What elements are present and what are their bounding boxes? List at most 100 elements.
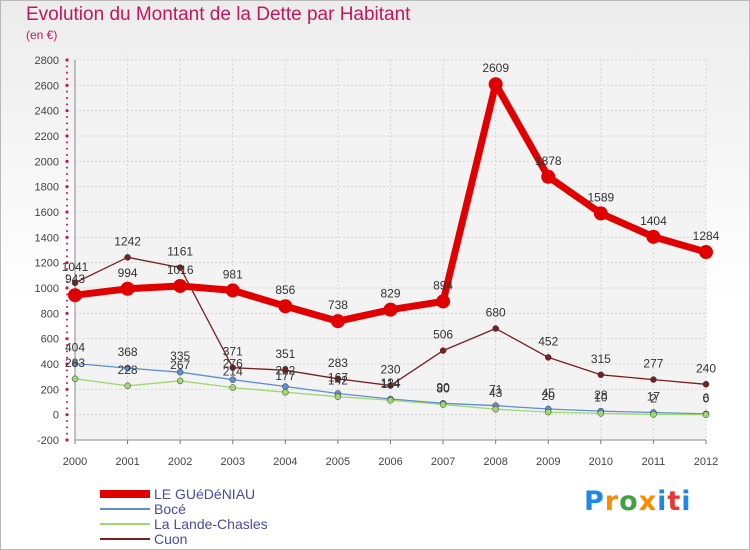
data-label: 222 <box>275 364 295 378</box>
y-minor-dot <box>66 103 68 106</box>
y-tick-label: 1200 <box>35 258 59 270</box>
y-minor-dot <box>66 230 68 232</box>
x-tick-label: 2007 <box>431 456 455 468</box>
y-tick-label: 1000 <box>35 283 59 295</box>
y-tick-label: 0 <box>53 410 59 422</box>
y-minor-dot <box>66 173 68 175</box>
proxiti-logo: Proxiti <box>584 486 692 517</box>
y-tick-dot <box>65 286 69 290</box>
y-minor-dot <box>66 97 68 99</box>
legend-item: Bocé <box>100 501 268 517</box>
data-point <box>597 371 605 379</box>
data-label: 276 <box>223 357 243 371</box>
y-minor-dot <box>66 382 68 384</box>
y-minor-dot <box>66 147 68 150</box>
data-label: 124 <box>380 376 400 390</box>
y-minor-dot <box>66 293 68 296</box>
y-tick-label: 2000 <box>35 156 59 168</box>
y-minor-dot <box>66 78 68 80</box>
data-label: 267 <box>170 358 190 372</box>
data-label: 214 <box>223 365 243 379</box>
data-label: 1404 <box>640 214 667 228</box>
data-point <box>436 294 451 309</box>
y-minor-dot <box>66 299 68 302</box>
y-tick-dot <box>65 413 69 417</box>
data-point <box>702 381 710 388</box>
x-tick-label: 2001 <box>115 456 139 468</box>
data-point <box>492 405 499 413</box>
x-tick-label: 2006 <box>378 456 402 468</box>
data-label: 240 <box>696 361 716 375</box>
data-label: 1589 <box>587 190 614 204</box>
data-label: 43 <box>489 386 503 400</box>
y-tick-dot <box>65 387 69 391</box>
legend-swatch <box>100 522 150 525</box>
y-minor-dot <box>66 407 68 410</box>
y-minor-dot <box>66 242 68 245</box>
logo-letter: t <box>667 486 682 517</box>
y-minor-dot <box>66 401 68 403</box>
y-minor-dot <box>66 71 68 74</box>
data-point <box>545 408 552 416</box>
data-point <box>597 410 605 417</box>
data-label: 114 <box>381 377 400 391</box>
data-point <box>229 364 236 371</box>
data-point <box>71 279 79 287</box>
data-point <box>439 401 447 408</box>
data-point <box>387 382 394 389</box>
y-minor-dot <box>66 280 68 283</box>
data-point <box>334 375 342 383</box>
y-minor-dot <box>66 192 68 194</box>
data-label: 45 <box>542 386 556 400</box>
y-minor-dot <box>66 217 68 220</box>
data-label: 1878 <box>535 154 562 168</box>
y-minor-dot <box>66 325 68 327</box>
data-label: 277 <box>643 357 663 371</box>
data-label: 2 <box>650 391 657 405</box>
y-tick-dot <box>65 159 69 163</box>
y-tick-dot <box>65 362 69 366</box>
y-tick-label: 2200 <box>35 131 59 143</box>
y-minor-dot <box>66 204 68 207</box>
data-point <box>282 388 289 396</box>
x-tick-label: 2012 <box>694 456 718 468</box>
y-minor-dot <box>66 420 68 422</box>
data-point <box>124 254 131 261</box>
data-point <box>225 283 240 298</box>
y-tick-dot <box>65 235 69 239</box>
data-label: 90 <box>436 380 450 394</box>
data-label: 994 <box>118 266 138 280</box>
data-label: 943 <box>65 272 85 286</box>
data-point <box>282 383 289 390</box>
data-label: 142 <box>328 374 348 388</box>
logo-letter: r <box>604 486 620 517</box>
data-point <box>334 393 342 400</box>
data-label: 20 <box>542 389 556 403</box>
data-label: 856 <box>275 283 295 297</box>
chart-title: Evolution du Montant de la Dette par Hab… <box>26 4 411 25</box>
data-label: 680 <box>486 306 506 320</box>
legend-item: LE GUéDéNIAU <box>100 485 268 502</box>
data-label: 167 <box>328 371 348 385</box>
y-minor-dot <box>66 122 68 125</box>
y-tick-dot <box>65 438 69 442</box>
y-tick-dot <box>65 83 69 87</box>
data-label: 371 <box>223 345 243 359</box>
data-label: 738 <box>328 298 348 312</box>
y-tick-label: 2800 <box>35 55 59 67</box>
y-tick-dot <box>65 109 69 113</box>
y-minor-dot <box>66 128 68 131</box>
data-label: 506 <box>433 328 453 342</box>
y-minor-dot <box>66 179 68 182</box>
y-minor-dot <box>66 268 68 270</box>
legend-label: La Lande-Chasles <box>154 515 268 532</box>
y-minor-dot <box>66 154 68 156</box>
y-minor-dot <box>66 432 68 435</box>
legend-label: LE GUéDéNIAU <box>154 485 256 502</box>
legend-swatch <box>100 507 150 510</box>
y-tick-dot <box>65 337 69 341</box>
legend-swatch <box>100 489 150 498</box>
x-tick-label: 2009 <box>536 456 560 468</box>
y-minor-dot <box>66 426 68 429</box>
data-label: 177 <box>275 369 295 383</box>
